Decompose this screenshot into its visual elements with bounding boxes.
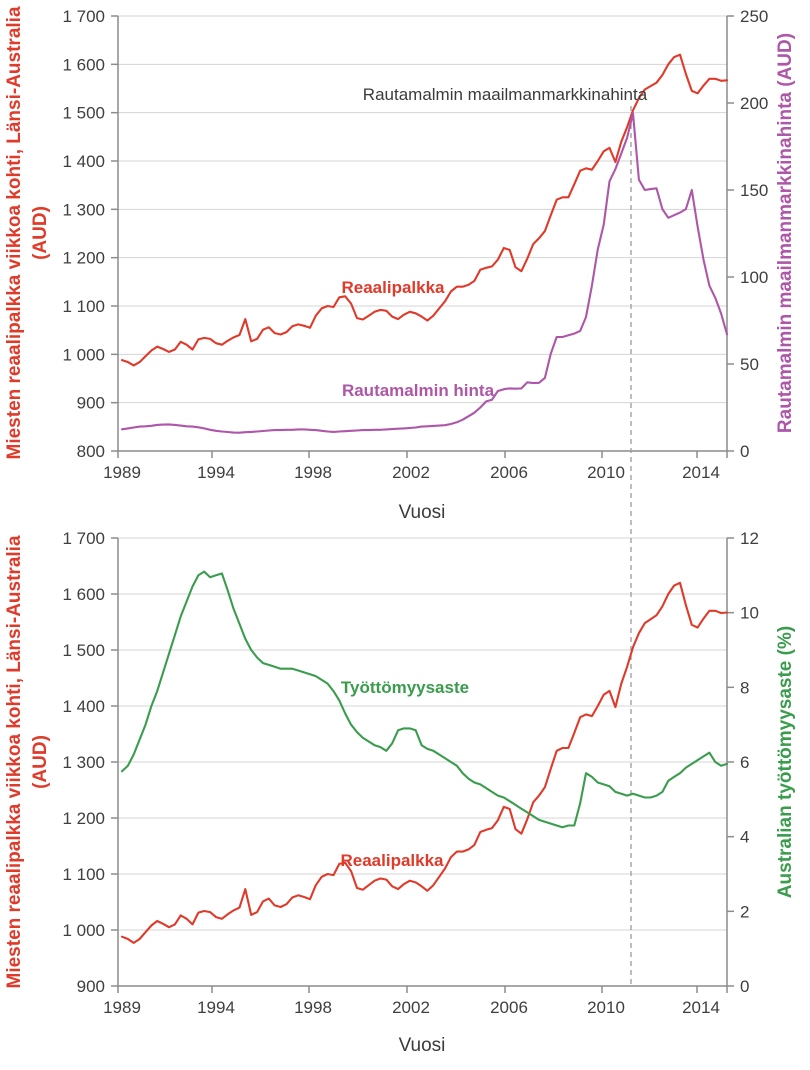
right-tick-label: 2 xyxy=(740,902,749,921)
reaalipalkka-line xyxy=(120,581,729,944)
x-tick-label: 2002 xyxy=(392,463,430,482)
reaalipalkka-line xyxy=(120,53,729,367)
series-label-reaalipalkka-bottom: Reaalipalkka xyxy=(340,851,444,870)
right-tick-label: 8 xyxy=(740,678,749,697)
series-layer xyxy=(120,53,729,944)
bottom-left-axis-title-unit: (AUD) xyxy=(30,735,51,789)
left-tick-label: 1 600 xyxy=(62,55,105,74)
right-tick-label: 100 xyxy=(740,268,768,287)
iron-ore-annotation: Rautamalmin maailmanmarkkinahinta xyxy=(363,85,648,104)
right-tick-label: 10 xyxy=(740,604,759,623)
series-label-reaalipalkka-top: Reaalipalkka xyxy=(341,278,445,297)
x-tick-label: 1994 xyxy=(197,463,235,482)
right-tick-label: 0 xyxy=(740,977,749,996)
x-tick-label: 2002 xyxy=(392,998,430,1017)
top-left-axis-title-unit: (AUD) xyxy=(30,206,51,260)
x-tick-label: 1998 xyxy=(294,998,332,1017)
right-tick-label: 150 xyxy=(740,181,768,200)
series-label-rautamalmin-hinta: Rautamalmin hinta xyxy=(342,381,495,400)
left-tick-label: 1 500 xyxy=(62,641,105,660)
left-tick-label: 1 000 xyxy=(62,921,105,940)
x-tick-label: 2014 xyxy=(682,463,720,482)
left-tick-label: 1 300 xyxy=(62,200,105,219)
left-tick-label: 1 400 xyxy=(62,152,105,171)
left-tick-label: 800 xyxy=(77,442,105,461)
right-tick-label: 4 xyxy=(740,828,749,847)
left-tick-label: 1 700 xyxy=(62,7,105,26)
right-tick-label: 50 xyxy=(740,355,759,374)
left-tick-label: 1 700 xyxy=(62,529,105,548)
left-tick-label: 1 400 xyxy=(62,697,105,716)
bottom-left-axis-title: Miesten reaalipalkka viikkoa kohti, Läns… xyxy=(4,535,25,988)
x-tick-label: 2014 xyxy=(682,998,720,1017)
top-x-axis-title: Vuosi xyxy=(399,502,446,523)
right-tick-label: 250 xyxy=(740,7,768,26)
left-tick-label: 1 500 xyxy=(62,104,105,123)
left-tick-label: 1 100 xyxy=(62,297,105,316)
x-tick-label: 1998 xyxy=(294,463,332,482)
right-tick-label: 6 xyxy=(740,753,749,772)
x-tick-label: 1994 xyxy=(197,998,235,1017)
x-tick-label: 2010 xyxy=(587,998,625,1017)
left-tick-label: 900 xyxy=(77,977,105,996)
rautamalmin-hinta-line xyxy=(120,112,729,434)
x-tick-label: 2006 xyxy=(490,998,528,1017)
left-tick-label: 1 600 xyxy=(62,585,105,604)
left-tick-label: 900 xyxy=(77,394,105,413)
top-right-axis-title: Rautamalmin maailmanmarkkinahinta (AUD) xyxy=(775,33,796,433)
left-tick-label: 1 200 xyxy=(62,249,105,268)
x-tick-label: 1989 xyxy=(103,463,141,482)
series-label-tyottomyysaste: Työttömyysaste xyxy=(341,678,469,697)
axes-layer: 1 700 1 600 1 500 1 400 1 300 1 200 1 100 1 000… xyxy=(62,7,768,1017)
right-tick-label: 0 xyxy=(740,442,749,461)
left-tick-label: 1 300 xyxy=(62,753,105,772)
x-tick-label: 2010 xyxy=(587,463,625,482)
tyottomyysaste-line xyxy=(120,570,729,829)
right-tick-label: 12 xyxy=(740,529,759,548)
top-left-axis-title: Miesten reaalipalkka viikkoa kohti, Läns… xyxy=(4,6,25,459)
bottom-right-axis-title: Australian työttömyysaste (%) xyxy=(775,626,796,898)
left-tick-label: 1 200 xyxy=(62,809,105,828)
x-tick-label: 2006 xyxy=(490,463,528,482)
bottom-x-axis-title: Vuosi xyxy=(399,1035,446,1056)
x-tick-label: 1989 xyxy=(103,998,141,1017)
left-tick-label: 1 100 xyxy=(62,865,105,884)
right-tick-label: 200 xyxy=(740,94,768,113)
left-tick-label: 1 000 xyxy=(62,345,105,364)
